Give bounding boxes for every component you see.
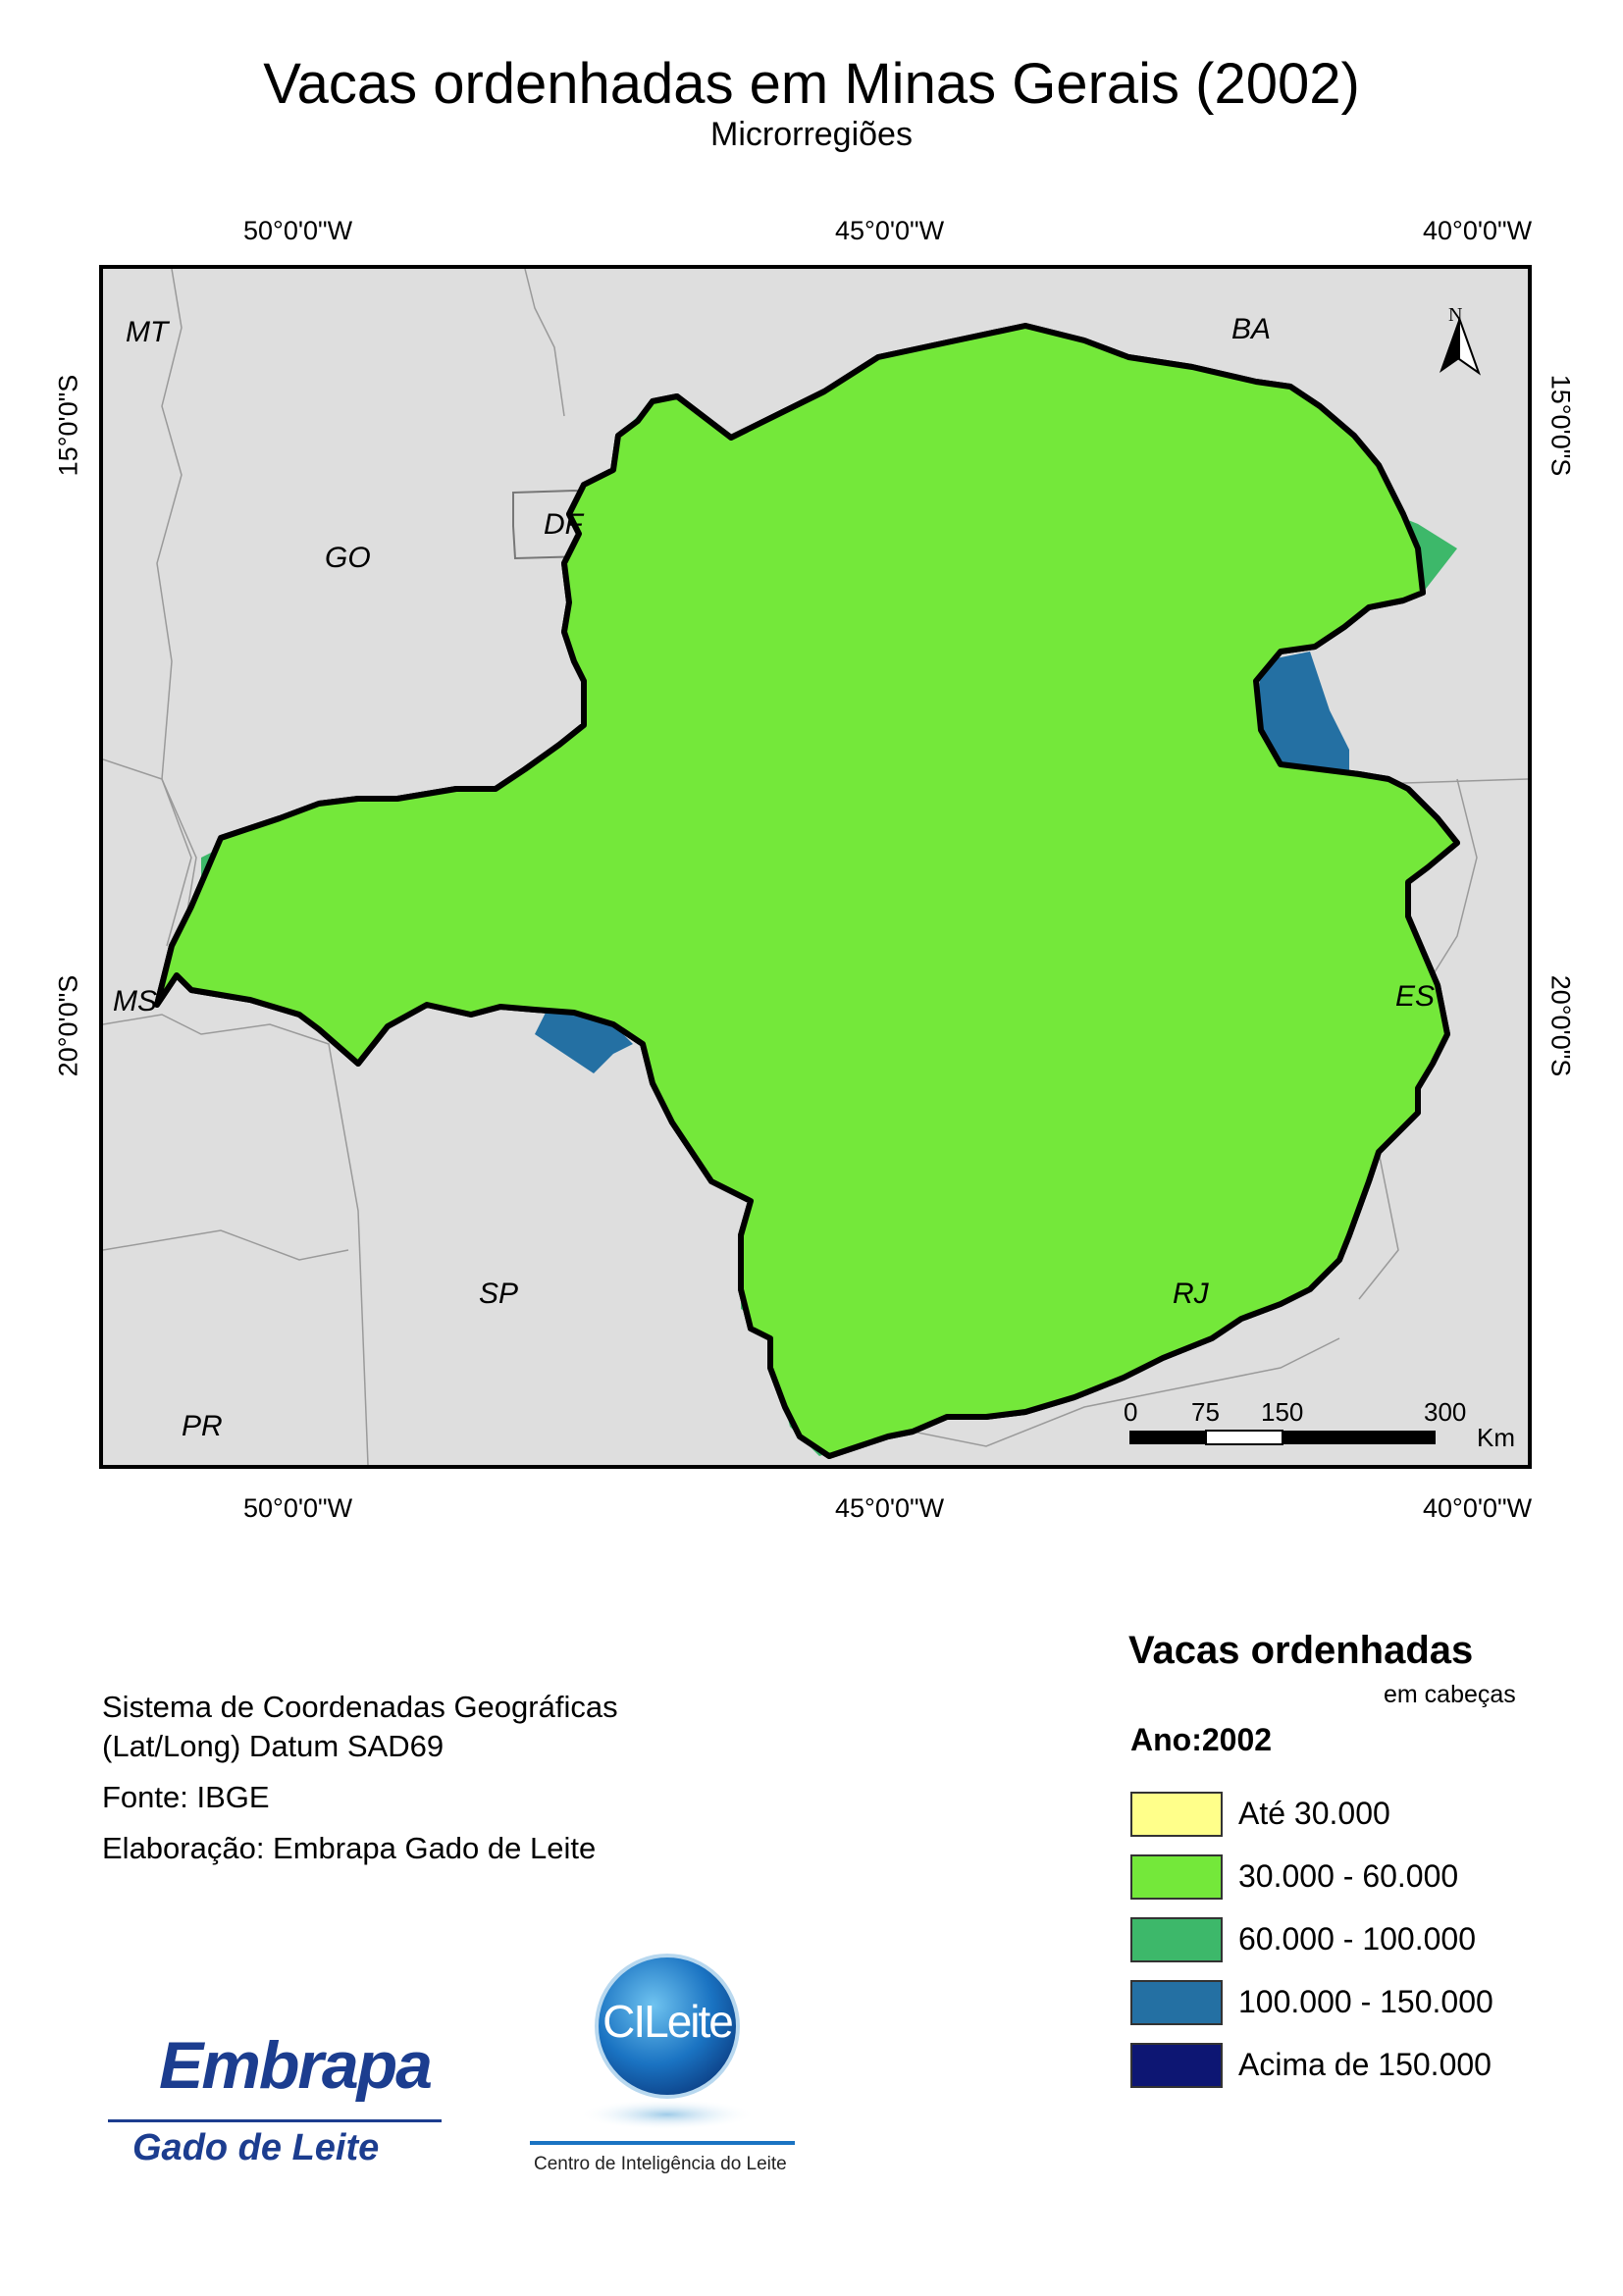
longitude-label-bottom-50: 50°0'0"W — [243, 1493, 353, 1523]
map-canvas — [103, 269, 1528, 1465]
scale-unit: Km — [1477, 1423, 1515, 1452]
state-label-ms: MS — [113, 985, 157, 1018]
coordinate-system-line2: (Lat/Long) Datum SAD69 — [102, 1729, 445, 1763]
scale-bar — [1129, 1430, 1436, 1445]
state-label-mt: MT — [126, 316, 169, 348]
legend-label: 100.000 - 150.000 — [1238, 1984, 1493, 2019]
author-note: Elaboração: Embrapa Gado de Leite — [102, 1831, 597, 1865]
region-uberaba — [535, 995, 633, 1073]
legend-unit: em cabeças — [1384, 1681, 1516, 1708]
legend-label: Até 30.000 — [1238, 1796, 1390, 1831]
latitude-label-left-15: 15°0'0"S — [53, 374, 83, 477]
region-east-blue — [1256, 652, 1349, 789]
longitude-label-top-40: 40°0'0"W — [1423, 216, 1533, 245]
legend-title: Vacas ordenhadas — [1128, 1629, 1474, 1672]
embrapa-subtitle: Gado de Leite — [132, 2127, 380, 2168]
north-arrow-icon — [1440, 317, 1481, 376]
legend-swatch — [1130, 1980, 1223, 2025]
longitude-label-bottom-45: 45°0'0"W — [835, 1493, 945, 1523]
map-notes: Sistema de Coordenadas Geográficas (Lat/… — [102, 1688, 618, 1880]
embrapa-logo: Embrapa Gado de Leite — [108, 2021, 456, 2188]
cileite-subtitle: Centro de Inteligência do Leite — [534, 2154, 787, 2174]
coordinate-system-line1: Sistema de Coordenadas Geográficas — [102, 1690, 618, 1724]
latitude-label-right-20: 20°0'0"S — [1545, 974, 1576, 1077]
legend-swatch — [1130, 1917, 1223, 1962]
map-title: Vacas ordenhadas em Minas Gerais (2002) — [263, 52, 1360, 116]
longitude-label-top-50: 50°0'0"W — [243, 216, 353, 245]
mt-boundary — [156, 269, 197, 976]
latitude-label-left-20: 20°0'0"S — [53, 974, 83, 1077]
state-label-df: DF — [544, 508, 583, 541]
cileite-wordmark: CILeite — [602, 1996, 734, 2047]
scale-tick-150: 150 — [1261, 1397, 1304, 1427]
coordinate-system-note: Sistema de Coordenadas Geográficas (Lat/… — [102, 1688, 618, 1766]
longitude-label-top-45: 45°0'0"W — [835, 216, 945, 245]
latitude-label-right-15: 15°0'0"S — [1545, 374, 1576, 477]
sp-pr-boundary — [103, 1014, 369, 1465]
cileite-divider — [530, 2141, 795, 2145]
minas-gerais-border — [157, 326, 1457, 1456]
scale-tick-300: 300 — [1424, 1397, 1467, 1427]
state-label-go: GO — [325, 542, 371, 574]
embrapa-wordmark: Embrapa — [159, 2028, 433, 2103]
embrapa-divider — [108, 2119, 442, 2122]
state-label-pr: PR — [182, 1410, 223, 1442]
cileite-logo: CILeite Centro de Inteligência do Leite — [530, 1948, 805, 2183]
legend-swatch — [1130, 2043, 1223, 2088]
legend-label: 60.000 - 100.000 — [1238, 1921, 1476, 1957]
legend-swatch — [1130, 1854, 1223, 1900]
scale-tick-75: 75 — [1191, 1397, 1220, 1427]
scale-tick-0: 0 — [1124, 1397, 1138, 1427]
legend-swatch — [1130, 1792, 1223, 1837]
go-ba-boundary — [524, 269, 565, 417]
state-label-rj: RJ — [1173, 1278, 1209, 1310]
state-label-es: ES — [1395, 980, 1436, 1013]
source-note: Fonte: IBGE — [102, 1780, 270, 1814]
map-frame: MT BA GO DF MS ES SP RJ PR N 0 75 150 30… — [99, 265, 1532, 1469]
pr-boundary — [103, 1229, 349, 1261]
north-arrow-label: N — [1448, 304, 1463, 326]
map-subtitle: Microrregiões — [710, 116, 913, 153]
state-label-sp: SP — [479, 1278, 519, 1310]
legend-label: Acima de 150.000 — [1238, 2047, 1492, 2082]
cileite-badge-icon — [579, 1954, 756, 2130]
legend-label: 30.000 - 60.000 — [1238, 1858, 1459, 1894]
longitude-label-bottom-40: 40°0'0"W — [1423, 1493, 1533, 1523]
state-label-ba: BA — [1231, 313, 1272, 345]
legend-year: Ano:2002 — [1130, 1722, 1273, 1757]
ms-boundary — [103, 758, 192, 947]
